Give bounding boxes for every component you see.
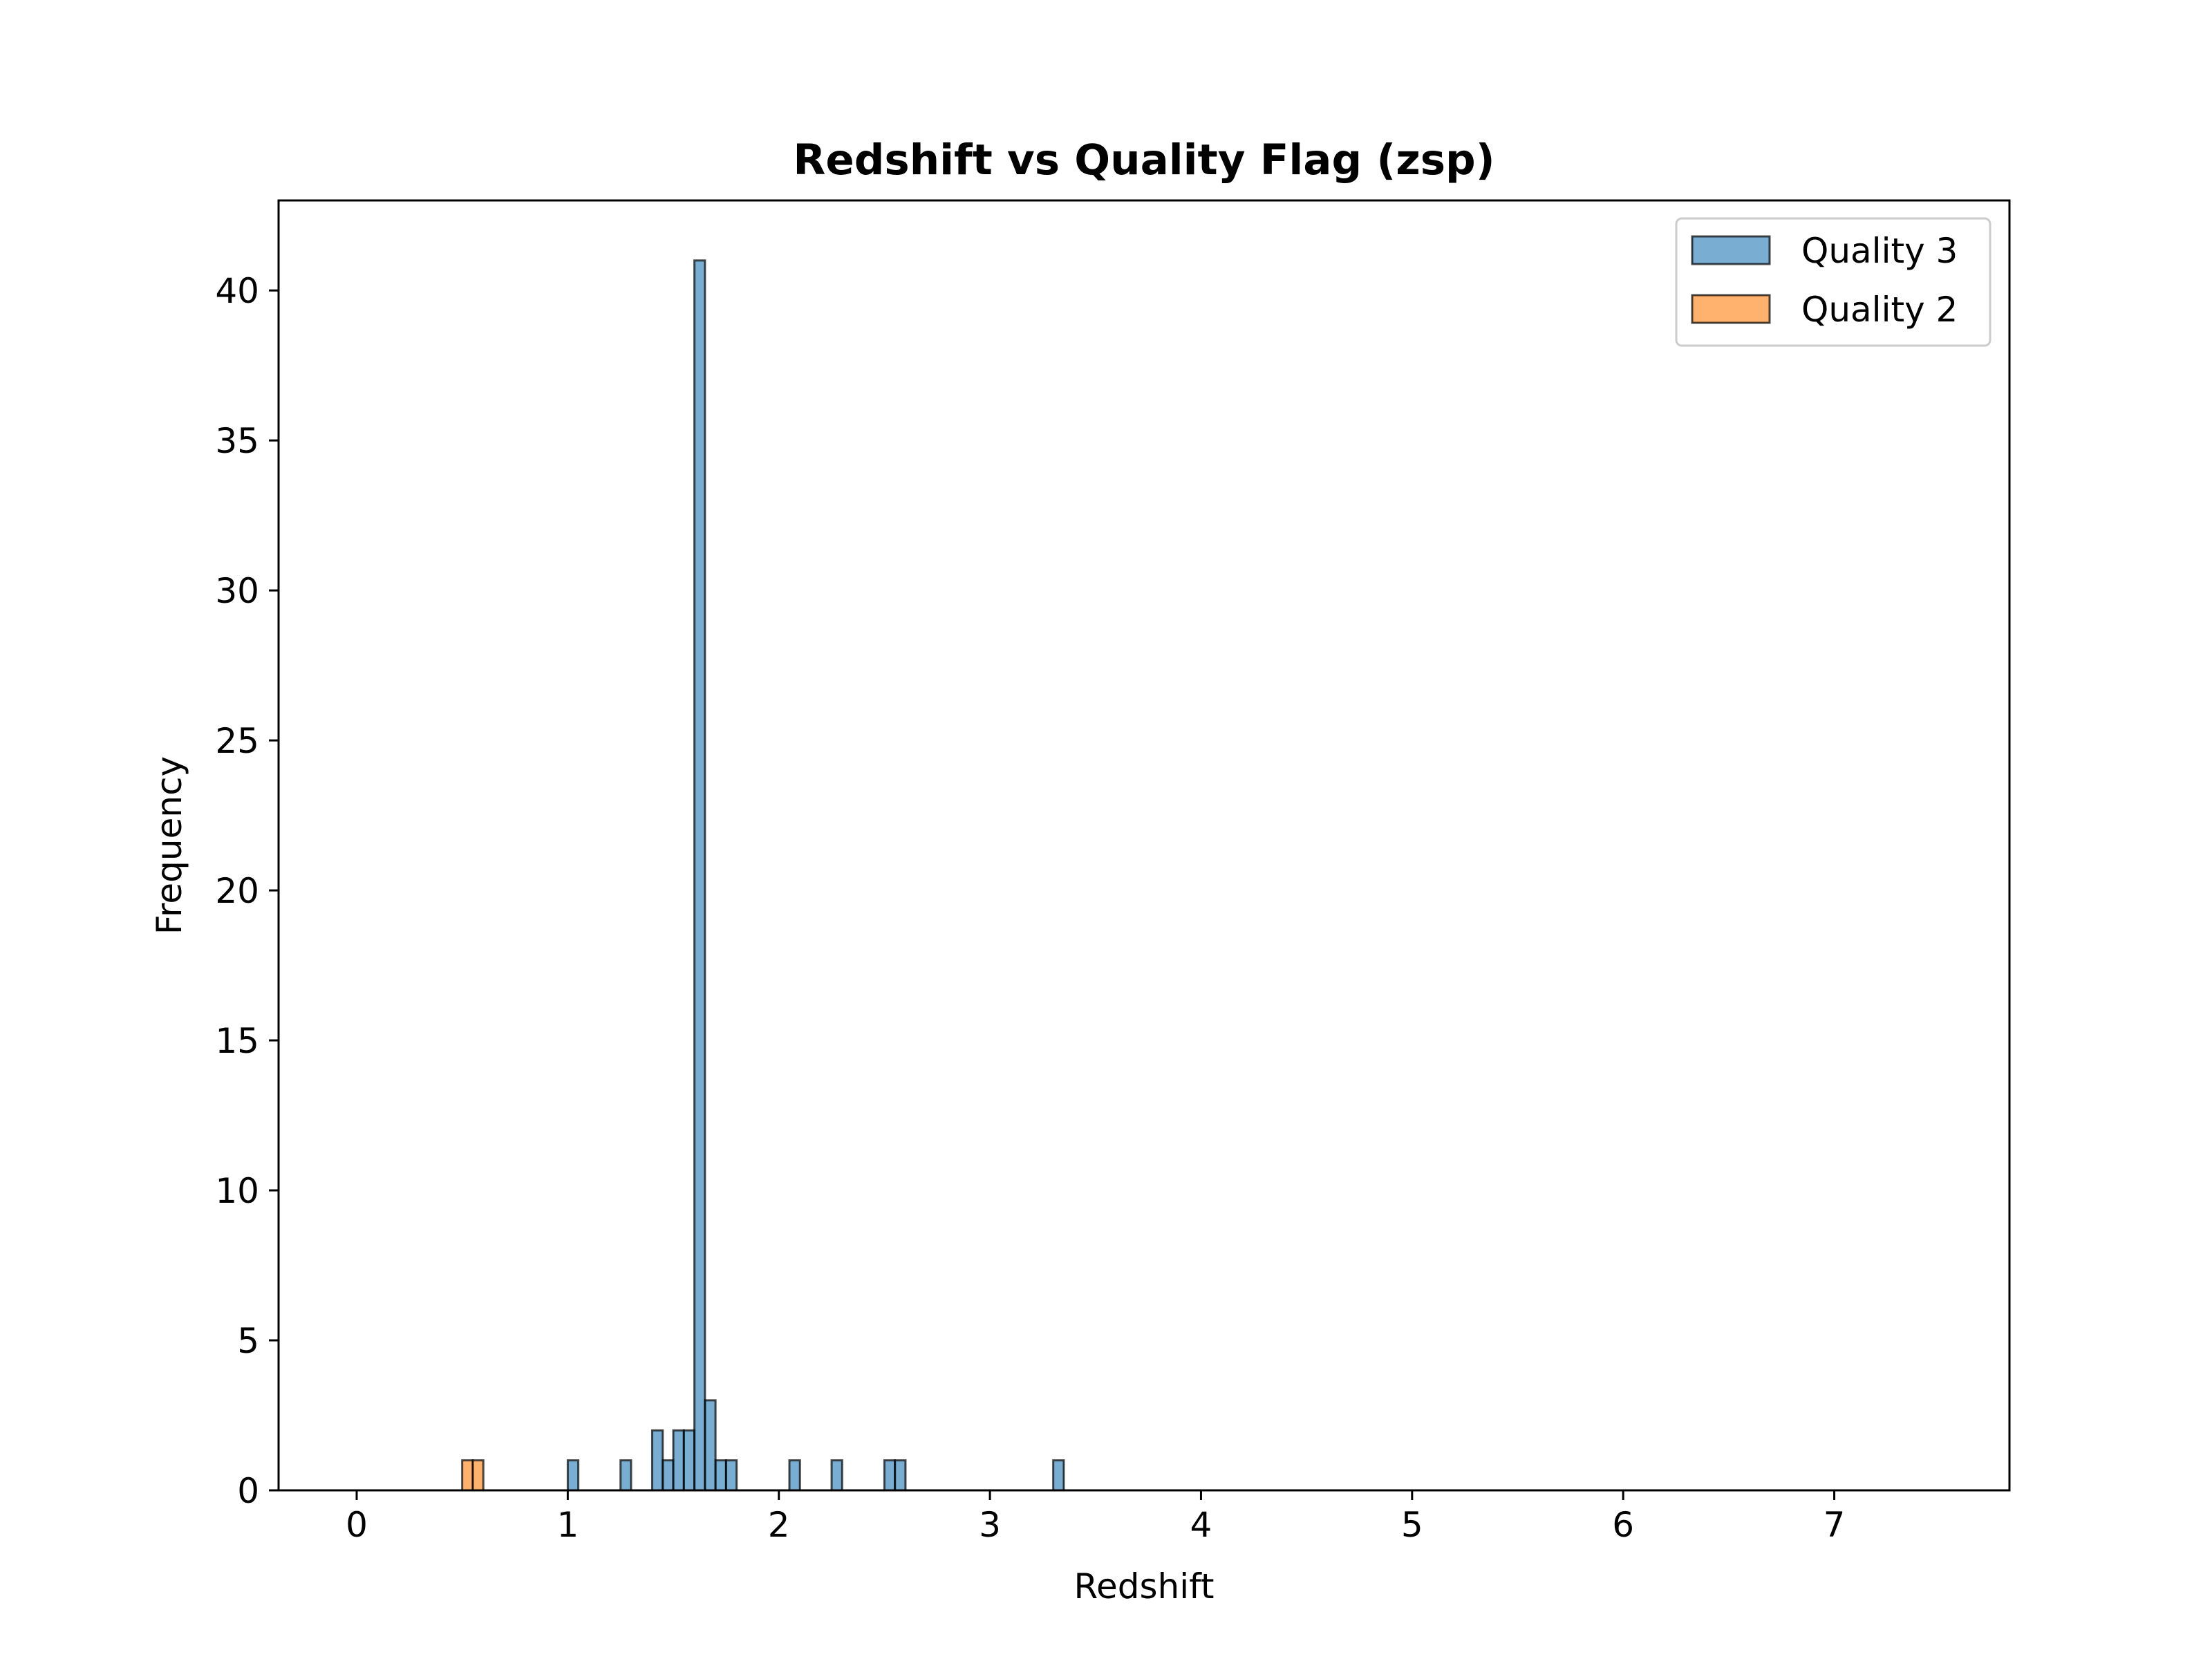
- legend: Quality 3 Quality 2: [1675, 217, 1991, 347]
- x-tick-label: 0: [346, 1505, 368, 1545]
- y-tick-label: 15: [215, 1021, 259, 1061]
- legend-swatch-quality-2: [1691, 294, 1771, 324]
- x-tick-label: 4: [1190, 1505, 1212, 1545]
- quality-3-bar: [566, 1459, 580, 1492]
- quality-3-bar: [693, 259, 706, 1492]
- quality-3-bar: [682, 1429, 696, 1492]
- x-axis-label: Redshift: [1074, 1566, 1215, 1606]
- quality-3-bar: [714, 1459, 727, 1492]
- plot-area: [277, 199, 2011, 1492]
- y-tick-label: 40: [215, 271, 259, 311]
- x-tick-label: 6: [1612, 1505, 1634, 1545]
- legend-label-quality-3: Quality 3: [1801, 231, 1958, 271]
- y-tick-label: 35: [215, 421, 259, 461]
- x-tick-label: 3: [979, 1505, 1001, 1545]
- y-tick-label: 20: [215, 871, 259, 911]
- quality-3-bar: [704, 1399, 717, 1492]
- quality-3-bar: [883, 1459, 897, 1492]
- quality-3-bar: [788, 1459, 801, 1492]
- y-tick-label: 0: [237, 1471, 259, 1511]
- x-tick-label: 2: [768, 1505, 790, 1545]
- x-axis-ticks: 0 1 2 3 4 5 6 7: [346, 1490, 1845, 1545]
- x-tick-label: 5: [1401, 1505, 1423, 1545]
- quality-3-bar: [724, 1459, 738, 1492]
- y-axis-label: Frequency: [149, 756, 189, 935]
- quality-3-bar: [650, 1429, 664, 1492]
- y-tick-label: 5: [237, 1321, 259, 1361]
- quality-3-bar: [672, 1429, 685, 1492]
- chart-title: Redshift vs Quality Flag (zsp): [793, 135, 1494, 185]
- quality-3-bar: [619, 1459, 632, 1492]
- y-axis-ticks: 0 5 10 15 20 25 30 35 40: [215, 271, 279, 1511]
- quality-3-bar: [1052, 1459, 1065, 1492]
- quality-2-bar: [471, 1459, 485, 1492]
- y-tick-label: 10: [215, 1171, 259, 1211]
- series-quality-3-bars: [566, 259, 1065, 1492]
- y-tick-label: 30: [215, 571, 259, 611]
- x-tick-label: 1: [556, 1505, 579, 1545]
- quality-3-bar: [662, 1459, 675, 1492]
- series-quality-2-bars: [461, 1459, 485, 1492]
- x-tick-label: 7: [1824, 1505, 1846, 1545]
- legend-label-quality-2: Quality 2: [1801, 290, 1958, 330]
- plot-frame: [277, 199, 2011, 1492]
- quality-3-bar: [830, 1459, 843, 1492]
- quality-3-bar: [894, 1459, 907, 1492]
- y-tick-label: 25: [215, 721, 259, 761]
- quality-2-bar: [461, 1459, 474, 1492]
- legend-swatch-quality-3: [1691, 235, 1771, 265]
